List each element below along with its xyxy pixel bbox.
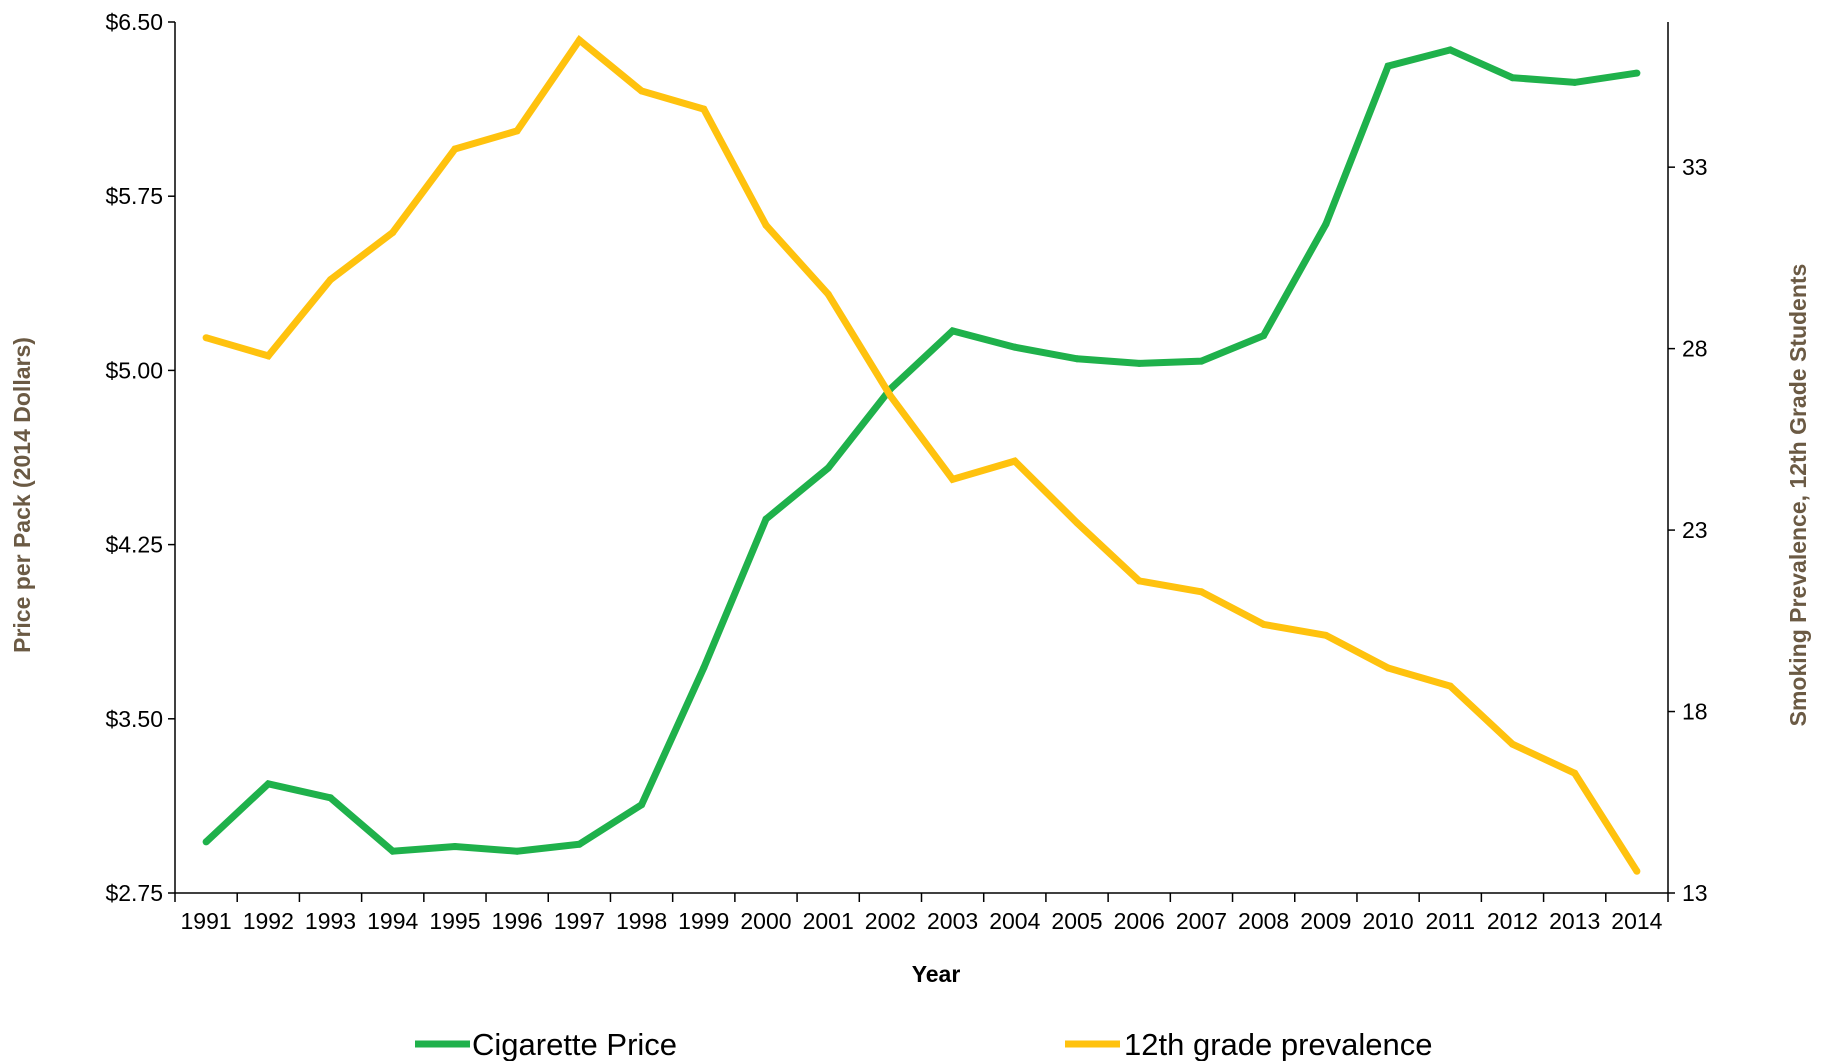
data-point-12th-grade-prevalence xyxy=(1633,867,1641,875)
left-tick-label: $6.50 xyxy=(105,9,163,35)
plot-frame xyxy=(174,22,1669,894)
data-point-cigarette-price xyxy=(762,515,770,523)
left-tick-label: $4.25 xyxy=(105,532,163,558)
right-tick-label: 33 xyxy=(1682,154,1708,180)
data-point-12th-grade-prevalence xyxy=(1446,682,1454,690)
data-point-12th-grade-prevalence xyxy=(513,127,521,135)
left-axis-ticks: $2.75 $3.50 $4.25 $5.00 $5.75 $6.50 xyxy=(105,9,175,906)
data-point-12th-grade-prevalence xyxy=(1197,588,1205,596)
x-tick-label: 2014 xyxy=(1611,908,1662,934)
x-tick-label: 2005 xyxy=(1051,908,1102,934)
right-tick-label: 23 xyxy=(1682,517,1708,543)
x-tick-label: 1992 xyxy=(243,908,294,934)
x-tick-label: 2008 xyxy=(1238,908,1289,934)
data-point-cigarette-price xyxy=(327,794,335,802)
x-tick-label: 1995 xyxy=(429,908,480,934)
data-point-12th-grade-prevalence xyxy=(202,334,210,342)
x-tick-label: 2003 xyxy=(927,908,978,934)
data-point-12th-grade-prevalence xyxy=(1571,769,1579,777)
data-point-cigarette-price xyxy=(1073,355,1081,363)
data-point-12th-grade-prevalence xyxy=(451,145,459,153)
data-point-12th-grade-prevalence xyxy=(638,87,646,95)
x-tick-label: 2010 xyxy=(1362,908,1413,934)
data-point-12th-grade-prevalence xyxy=(1073,519,1081,527)
data-point-cigarette-price xyxy=(1135,359,1143,367)
data-point-12th-grade-prevalence xyxy=(575,36,583,44)
x-tick-label: 1996 xyxy=(492,908,543,934)
x-tick-label: 1994 xyxy=(367,908,418,934)
data-point-cigarette-price xyxy=(1384,62,1392,70)
x-tick-label: 1991 xyxy=(181,908,232,934)
data-point-cigarette-price xyxy=(638,801,646,809)
data-point-cigarette-price xyxy=(575,840,583,848)
left-tick-label: $5.00 xyxy=(105,357,163,383)
right-tick-label: 13 xyxy=(1682,880,1708,906)
right-tick-label: 28 xyxy=(1682,336,1708,362)
data-point-12th-grade-prevalence xyxy=(949,475,957,483)
data-point-12th-grade-prevalence xyxy=(264,352,272,360)
left-tick-label: $2.75 xyxy=(105,880,163,906)
data-point-cigarette-price xyxy=(1571,78,1579,86)
x-axis-ticks: 1991 1992 1993 1994 1995 1996 1997 1998 1999 2000… xyxy=(174,893,1669,934)
x-tick-label: 2013 xyxy=(1549,908,1600,934)
x-tick-label: 1993 xyxy=(305,908,356,934)
data-point-cigarette-price xyxy=(389,847,397,855)
x-tick-label: 1999 xyxy=(678,908,729,934)
data-point-cigarette-price xyxy=(1633,69,1641,77)
left-tick-label: $5.75 xyxy=(105,183,163,209)
data-point-12th-grade-prevalence xyxy=(327,276,335,284)
x-tick-label: 2011 xyxy=(1426,908,1475,934)
data-point-12th-grade-prevalence xyxy=(1011,457,1019,465)
data-point-cigarette-price xyxy=(1011,343,1019,351)
data-point-cigarette-price xyxy=(1508,74,1516,82)
x-tick-label: 1997 xyxy=(554,908,605,934)
x-axis-title: Year xyxy=(912,961,961,987)
data-point-cigarette-price xyxy=(824,464,832,472)
series-line-cigarette-price xyxy=(203,46,1638,855)
data-point-12th-grade-prevalence xyxy=(824,290,832,298)
series-layer xyxy=(202,34,1641,875)
data-point-cigarette-price xyxy=(700,664,708,672)
x-tick-label: 2001 xyxy=(803,908,854,934)
x-tick-label: 1998 xyxy=(616,908,667,934)
data-point-12th-grade-prevalence xyxy=(389,228,397,236)
right-tick-label: 18 xyxy=(1682,699,1708,725)
data-point-cigarette-price xyxy=(513,847,521,855)
x-tick-label: 2012 xyxy=(1487,908,1538,934)
x-tick-label: 2000 xyxy=(740,908,791,934)
left-axis-title: Price per Pack (2014 Dollars) xyxy=(9,337,35,653)
data-point-cigarette-price xyxy=(451,843,459,851)
data-point-cigarette-price xyxy=(949,327,957,335)
data-point-12th-grade-prevalence xyxy=(886,392,894,400)
data-point-12th-grade-prevalence xyxy=(1384,664,1392,672)
data-point-12th-grade-prevalence xyxy=(1260,620,1268,628)
left-tick-label: $3.50 xyxy=(105,706,163,732)
x-tick-label: 2007 xyxy=(1176,908,1227,934)
right-axis-title: Smoking Prevalence, 12th Grade Students xyxy=(1785,264,1811,727)
legend: Cigarette Price 12th grade prevalence xyxy=(415,1027,1433,1061)
legend-label-12th-grade-prevalence: 12th grade prevalence xyxy=(1124,1027,1433,1061)
legend-label-cigarette-price: Cigarette Price xyxy=(472,1027,677,1061)
data-point-cigarette-price xyxy=(1322,220,1330,228)
series-line-12th-grade-prevalence xyxy=(205,34,1640,874)
x-tick-label: 2006 xyxy=(1114,908,1165,934)
data-point-cigarette-price xyxy=(1446,46,1454,54)
right-axis-ticks: 13 18 23 28 33 xyxy=(1668,154,1708,906)
data-point-cigarette-price xyxy=(202,838,210,846)
data-point-cigarette-price xyxy=(1197,357,1205,365)
data-point-cigarette-price xyxy=(264,780,272,788)
data-point-12th-grade-prevalence xyxy=(762,221,770,229)
data-point-12th-grade-prevalence xyxy=(1135,577,1143,585)
data-point-cigarette-price xyxy=(1260,332,1268,340)
x-tick-label: 2009 xyxy=(1300,908,1351,934)
x-tick-label: 2004 xyxy=(989,908,1040,934)
data-point-12th-grade-prevalence xyxy=(1322,631,1330,639)
data-point-12th-grade-prevalence xyxy=(1508,740,1516,748)
x-tick-label: 2002 xyxy=(865,908,916,934)
data-point-12th-grade-prevalence xyxy=(700,105,708,113)
